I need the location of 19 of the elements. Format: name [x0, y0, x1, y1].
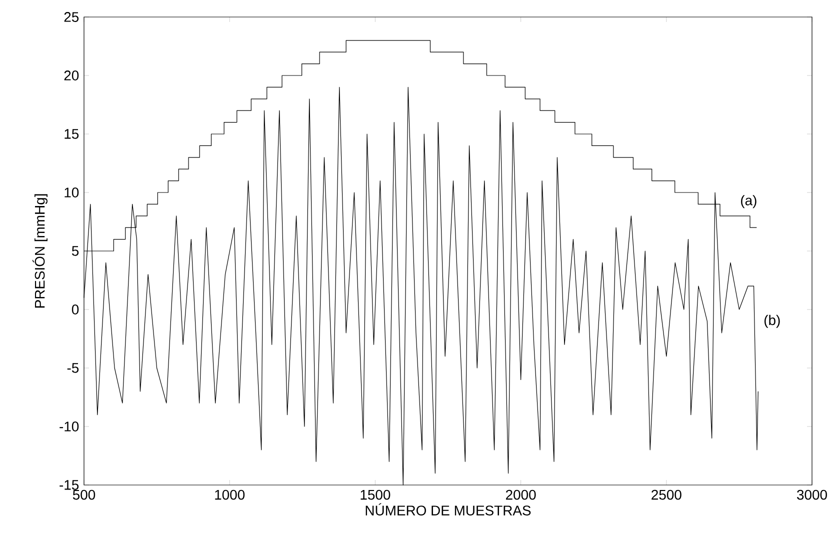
- x-tick-label: 2000: [506, 490, 536, 500]
- y-tick-label: 15: [64, 129, 79, 139]
- x-tick-label: 3000: [797, 490, 827, 500]
- y-tick-label: -15: [60, 480, 79, 490]
- x-tick-label: 1500: [360, 490, 390, 500]
- series-label: (a): [741, 195, 756, 208]
- y-tick-label: 0: [72, 304, 79, 314]
- y-axis-title: PRESIÓN [mmHg]: [32, 194, 48, 308]
- y-tick-label: -10: [60, 422, 79, 432]
- y-tick-label: -5: [67, 363, 79, 373]
- x-tick-label: 2500: [652, 490, 682, 500]
- x-tick-label: 1000: [215, 490, 245, 500]
- y-tick-label: 10: [64, 188, 79, 198]
- x-tick-label: 500: [72, 490, 96, 500]
- y-tick-label: 5: [72, 246, 79, 256]
- y-tick-label: 20: [64, 70, 79, 80]
- y-tick-label: 25: [64, 12, 79, 22]
- series-label: (b): [764, 314, 780, 328]
- x-axis-title: NÚMERO DE MUESTRAS: [366, 503, 531, 516]
